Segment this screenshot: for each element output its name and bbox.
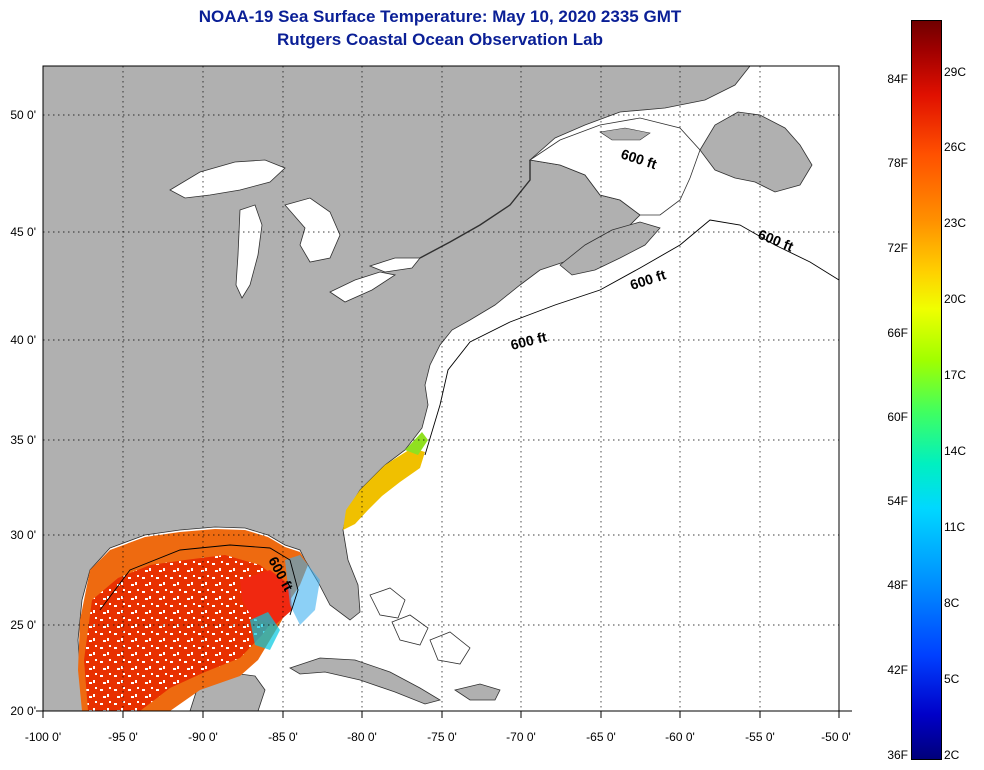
colorbar-c-label: 29C (944, 65, 967, 79)
colorbar-c-label: 14C (944, 444, 967, 458)
lon-label: -95 0' (108, 730, 138, 744)
chart-subtitle: Rutgers Coastal Ocean Observation Lab (277, 30, 603, 49)
lat-label: 40 0' (10, 333, 36, 347)
axis-ticks (42, 711, 840, 718)
colorbar-c-label: 17C (944, 368, 967, 382)
lon-label: -65 0' (586, 730, 616, 744)
lake-huron (284, 197, 341, 263)
lat-label: 20 0' (10, 704, 36, 718)
lake-michigan (235, 204, 263, 299)
gulf-st-lawrence (528, 117, 701, 216)
isobath-600ft-gulf (99, 544, 299, 616)
sst-southeast-coast (343, 448, 425, 530)
colorbar-c-label: 5C (944, 672, 960, 686)
colorbar-f-label: 72F (887, 241, 908, 255)
lon-label: -70 0' (506, 730, 536, 744)
lat-label: 35 0' (10, 433, 36, 447)
lat-label: 50 0' (10, 108, 36, 122)
lat-label: 25 0' (10, 618, 36, 632)
nova-scotia-land (559, 221, 661, 276)
colorbar-c-label: 11C (944, 520, 966, 534)
lon-label: -90 0' (188, 730, 218, 744)
lake-ontario (368, 257, 421, 273)
colorbar-f-label: 42F (887, 663, 908, 677)
lake-superior (169, 159, 286, 199)
colorbar-f-label: 48F (887, 578, 908, 592)
sst-gulf-warm-core (84, 555, 285, 711)
lon-label: -55 0' (745, 730, 775, 744)
temperature-colorbar (911, 20, 942, 760)
lon-label: -75 0' (427, 730, 457, 744)
colorbar-f-label: 84F (887, 72, 908, 86)
lat-label: 45 0' (10, 225, 36, 239)
chart-title: NOAA-19 Sea Surface Temperature: May 10,… (198, 7, 682, 26)
st-lawrence-river (419, 160, 531, 259)
lake-erie (329, 271, 397, 303)
hispaniola-land (454, 683, 501, 701)
lon-label: -60 0' (665, 730, 695, 744)
colorbar-c-label: 8C (944, 596, 960, 610)
colorbar-c-label: 20C (944, 292, 967, 306)
cuba-land (289, 657, 442, 705)
colorbar-c-label: 2C (944, 748, 960, 762)
lat-label: 30 0' (10, 528, 36, 542)
sst-loop-current (240, 570, 292, 625)
lon-label: -50 0' (821, 730, 851, 744)
lon-label: -85 0' (268, 730, 298, 744)
colorbar-c-label: 26C (944, 140, 967, 154)
colorbar-f-label: 66F (887, 326, 908, 340)
sst-cool-patch (250, 612, 280, 650)
anticosti-island (599, 127, 651, 141)
sst-hatteras-edge (405, 432, 428, 455)
isobath-600ft (424, 219, 839, 456)
colorbar-f-label: 78F (887, 156, 908, 170)
lon-label: -100 0' (24, 730, 62, 744)
lon-label: -80 0' (347, 730, 377, 744)
bahamas-outlines (369, 587, 471, 665)
colorbar-c-label: 23C (944, 216, 967, 230)
colorbar-f-label: 54F (887, 494, 908, 508)
newfoundland-land (699, 111, 813, 193)
colorbar-f-label: 60F (887, 410, 908, 424)
colorbar-f-label: 36F (887, 748, 908, 762)
